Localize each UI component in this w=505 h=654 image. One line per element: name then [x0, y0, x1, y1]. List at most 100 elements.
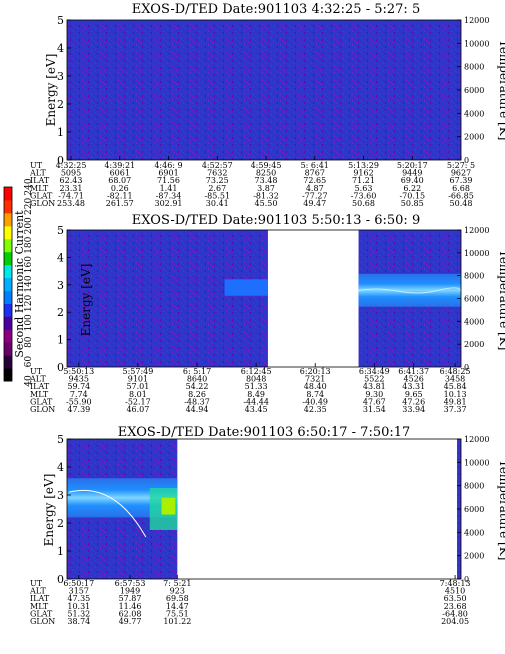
info-cell: 63.50	[444, 594, 467, 603]
info-cell: -55.90	[66, 397, 92, 406]
info-cell: 43.81	[363, 382, 386, 391]
info-cell: 14.47	[166, 602, 189, 611]
y-tick-label: 1	[57, 126, 64, 139]
info-row-label: MLT	[30, 602, 49, 611]
info-cell: 69.40	[401, 176, 424, 185]
panel-2: EXOS-D/TED Date:901103 5:50:13 - 6:50: 9…	[29, 213, 505, 414]
info-cell: 9449	[402, 169, 422, 178]
y2-tick-label: 0	[464, 363, 469, 372]
panel-1: EXOS-D/TED Date:901103 4:32:25 - 5:27: 5…	[29, 2, 505, 208]
info-cell: 33.94	[402, 405, 425, 414]
colorbar-tick-label: 140	[24, 275, 34, 292]
info-cell: 67.39	[450, 176, 473, 185]
info-cell: 37.37	[444, 405, 467, 414]
y2-tick-label: 6000	[464, 86, 484, 95]
y2-tick-label: 8000	[464, 272, 484, 281]
info-cell: 45.50	[255, 199, 278, 208]
colorbar-tick-label: 60	[24, 356, 34, 368]
info-cell: 59.74	[67, 382, 90, 391]
info-cell: 47.35	[67, 594, 90, 603]
info-cell: 47.67	[363, 397, 386, 406]
info-row-label: UT	[30, 367, 43, 376]
info-cell: 6: 5:17	[183, 367, 211, 376]
info-cell: 10.31	[67, 602, 90, 611]
info-cell: -73.60	[351, 191, 377, 200]
y-axis-label: Energy [eV]	[79, 264, 93, 337]
info-cell: 11.46	[119, 602, 142, 611]
colorbar-cell	[4, 355, 12, 369]
info-cell: 0.26	[111, 184, 129, 193]
colorbar-tick-label: 180	[24, 236, 34, 253]
info-row-label: ILAT	[30, 382, 50, 391]
info-cell: 51.32	[67, 609, 90, 618]
info-cell: 4510	[445, 587, 465, 596]
y-tick-label: 0	[57, 361, 64, 374]
info-cell: 62.43	[60, 176, 83, 185]
info-cell: 5:50:13	[63, 367, 94, 376]
info-cell: 57.87	[119, 594, 142, 603]
info-cell: 30.41	[206, 199, 229, 208]
colorbar-cell	[4, 199, 12, 214]
info-cell: 6061	[110, 169, 130, 178]
info-cell: 4:59:45	[251, 161, 282, 170]
info-cell: 8.74	[306, 390, 324, 399]
info-cell: 8048	[246, 375, 266, 384]
info-cell: 8.01	[129, 390, 147, 399]
info-cell: 57.01	[126, 382, 149, 391]
info-cell: 9.65	[405, 390, 423, 399]
y-tick-label: 4	[57, 42, 64, 55]
temperature-band	[358, 273, 461, 307]
info-cell: 4:32:25	[56, 161, 87, 170]
y2-tick-label: 2000	[464, 133, 484, 142]
y2-axis-label: Temperature [K]	[497, 250, 505, 351]
temperature-trace	[68, 489, 147, 538]
info-cell: 43.45	[245, 405, 268, 414]
info-cell: 4:39:21	[104, 161, 135, 170]
info-cell: -40.49	[302, 397, 328, 406]
info-cell: 6901	[158, 169, 178, 178]
info-cell: 71.21	[352, 176, 375, 185]
y-tick-label: 5	[57, 14, 64, 27]
info-cell: 6:34:49	[359, 367, 390, 376]
y-tick-label: 4	[57, 461, 64, 474]
y2-tick-label: 2000	[464, 340, 484, 349]
info-cell: 5095	[61, 169, 81, 178]
info-cell: 4526	[404, 375, 424, 384]
info-cell: 1.41	[160, 184, 178, 193]
y2-tick-label: 12000	[464, 226, 489, 235]
panel-title: EXOS-D/TED Date:901103 4:32:25 - 5:27: 5	[132, 2, 420, 17]
info-cell: 23.31	[60, 184, 83, 193]
info-cell: 69.58	[166, 594, 189, 603]
info-row-label: ALT	[29, 169, 46, 178]
y-tick-label: 5	[57, 224, 64, 237]
info-row-label: ILAT	[30, 594, 50, 603]
info-cell: 101.22	[163, 617, 191, 626]
info-cell: 6:20:13	[300, 367, 331, 376]
info-cell: 71.56	[157, 176, 180, 185]
y-tick-label: 3	[57, 489, 64, 502]
info-cell: 10.13	[444, 390, 467, 399]
info-cell: 9101	[128, 375, 148, 384]
info-cell: 50.85	[401, 199, 424, 208]
info-cell: -87.34	[156, 191, 182, 200]
info-cell: 5522	[364, 375, 384, 384]
info-cell: 43.31	[402, 382, 425, 391]
y2-tick-label: 2000	[464, 552, 484, 561]
info-row-label: ILAT	[30, 176, 50, 185]
info-cell: 6:48:25	[440, 367, 471, 376]
info-cell: 5:20:17	[397, 161, 428, 170]
intensity-block	[224, 279, 268, 296]
info-row-label: MLT	[30, 390, 49, 399]
y-axis-label: Energy [eV]	[44, 54, 58, 127]
info-cell: 9435	[69, 375, 89, 384]
info-cell: 49.47	[303, 199, 326, 208]
info-row-label: ALT	[29, 587, 46, 596]
info-cell: -81.32	[253, 191, 279, 200]
info-cell: 46.07	[126, 405, 149, 414]
info-cell: 3458	[445, 375, 465, 384]
y-tick-label: 2	[57, 517, 64, 530]
info-cell: 9627	[451, 169, 471, 178]
y2-tick-label: 8000	[464, 63, 484, 72]
info-cell: 9.30	[365, 390, 383, 399]
